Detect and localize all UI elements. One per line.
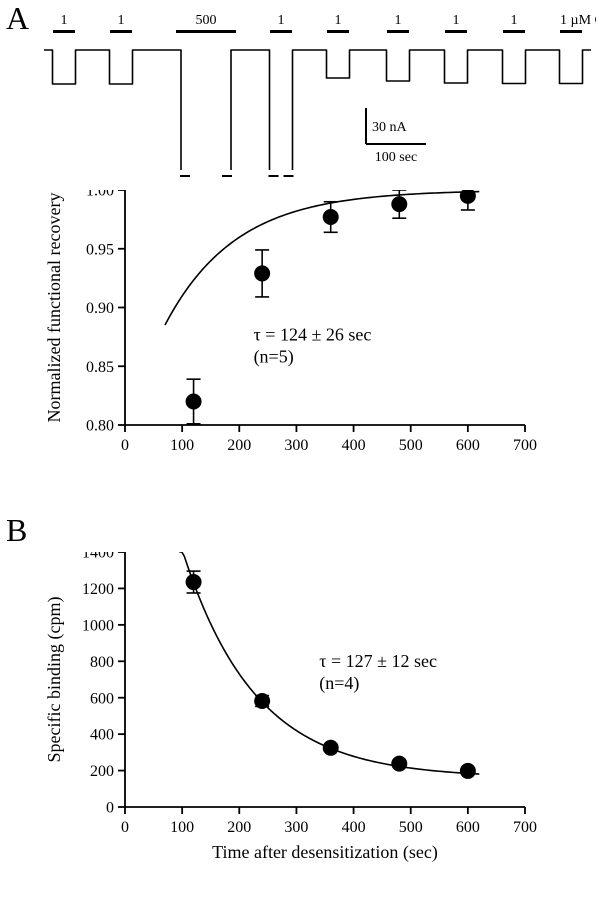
- x-tick-label: 300: [284, 819, 308, 836]
- x-tick-label: 100: [170, 819, 194, 836]
- x-tick-label: 0: [121, 437, 129, 454]
- x-tick-label: 500: [399, 437, 423, 454]
- x-tick-label: 600: [456, 819, 480, 836]
- scalebar-v-label: 30 nA: [372, 120, 408, 135]
- stim-label: 500: [196, 13, 217, 28]
- x-axis-label: Time after desensitization (sec): [212, 842, 438, 863]
- stim-bar: [503, 30, 525, 33]
- y-tick-label: 1400: [82, 552, 114, 562]
- data-marker: [254, 693, 270, 709]
- y-tick-label: 0: [106, 800, 114, 817]
- panel-a-label: A: [6, 0, 29, 37]
- stim-bar: [110, 30, 132, 33]
- stim-label: 1 µM GABA: [560, 13, 596, 28]
- stim-bar: [176, 30, 236, 33]
- stim-bar: [445, 30, 467, 33]
- x-tick-label: 100: [170, 437, 194, 454]
- stim-bar: [270, 30, 292, 33]
- y-tick-label: 1200: [82, 581, 114, 598]
- fit-curve: [165, 192, 479, 325]
- x-tick-label: 600: [456, 437, 480, 454]
- data-marker: [391, 756, 407, 772]
- y-tick-label: 1000: [82, 617, 114, 634]
- y-tick-label: 0.85: [86, 359, 114, 376]
- y-axis-label: Specific binding (cpm): [44, 597, 65, 763]
- y-tick-label: 800: [90, 654, 114, 671]
- current-trace: [44, 50, 591, 170]
- data-marker: [254, 265, 270, 281]
- data-marker: [186, 394, 202, 410]
- chart-annotation: τ = 124 ± 26 sec: [254, 324, 372, 344]
- x-tick-label: 500: [399, 819, 423, 836]
- data-marker: [186, 574, 202, 590]
- x-tick-label: 400: [342, 819, 366, 836]
- stim-label: 1: [278, 13, 285, 28]
- data-marker: [323, 740, 339, 756]
- data-marker: [391, 196, 407, 212]
- x-tick-label: 700: [513, 437, 537, 454]
- stim-label: 1: [118, 13, 125, 28]
- x-tick-label: 200: [227, 819, 251, 836]
- stim-bar: [387, 30, 409, 33]
- stim-label: 1: [453, 13, 460, 28]
- data-marker: [460, 763, 476, 779]
- y-tick-label: 400: [90, 727, 114, 744]
- x-tick-label: 300: [284, 437, 308, 454]
- stim-label: 1: [511, 13, 518, 28]
- stim-bar: [327, 30, 349, 33]
- x-tick-label: 200: [227, 437, 251, 454]
- stim-label: 1: [335, 13, 342, 28]
- y-tick-label: 600: [90, 690, 114, 707]
- chart-annotation: τ = 127 ± 12 sec: [319, 651, 437, 671]
- panel-b-chart: 0 100 200 300 400 500 600 700 0 200 400 600 800 1000 1…: [10, 552, 570, 877]
- y-tick-label: 1.00: [86, 190, 114, 200]
- x-tick-label: 0: [121, 819, 129, 836]
- y-tick-label: 0.90: [86, 300, 114, 317]
- y-tick-label: 0.95: [86, 241, 114, 258]
- y-tick-label: 200: [90, 763, 114, 780]
- chart-annotation: (n=5): [254, 346, 294, 367]
- panel-a-trace: 1 1 500 1 1 1 1 1 1 µM GABA 30 nA 100 sec: [36, 12, 596, 182]
- scalebar-h-label: 100 sec: [375, 150, 417, 165]
- stim-label: 1: [61, 13, 68, 28]
- x-tick-label: 700: [513, 819, 537, 836]
- figure-root: A B 1 1 500 1 1 1 1 1 1 µM GABA 30 nA 100 sec 0 100…: [0, 0, 608, 899]
- y-axis-label: Normalized functional recovery: [44, 193, 64, 423]
- panel-b-label: B: [6, 512, 27, 549]
- stim-bar: [560, 30, 582, 33]
- panel-a-chart: 0 100 200 300 400 500 600 700 0.80 0.85 0.90 0.95 1.…: [10, 190, 570, 465]
- y-tick-label: 0.80: [86, 418, 114, 435]
- x-tick-label: 400: [342, 437, 366, 454]
- data-marker: [323, 209, 339, 225]
- chart-annotation: (n=4): [319, 673, 359, 694]
- stim-bar: [53, 30, 75, 33]
- data-marker: [460, 190, 476, 204]
- stim-label: 1: [395, 13, 402, 28]
